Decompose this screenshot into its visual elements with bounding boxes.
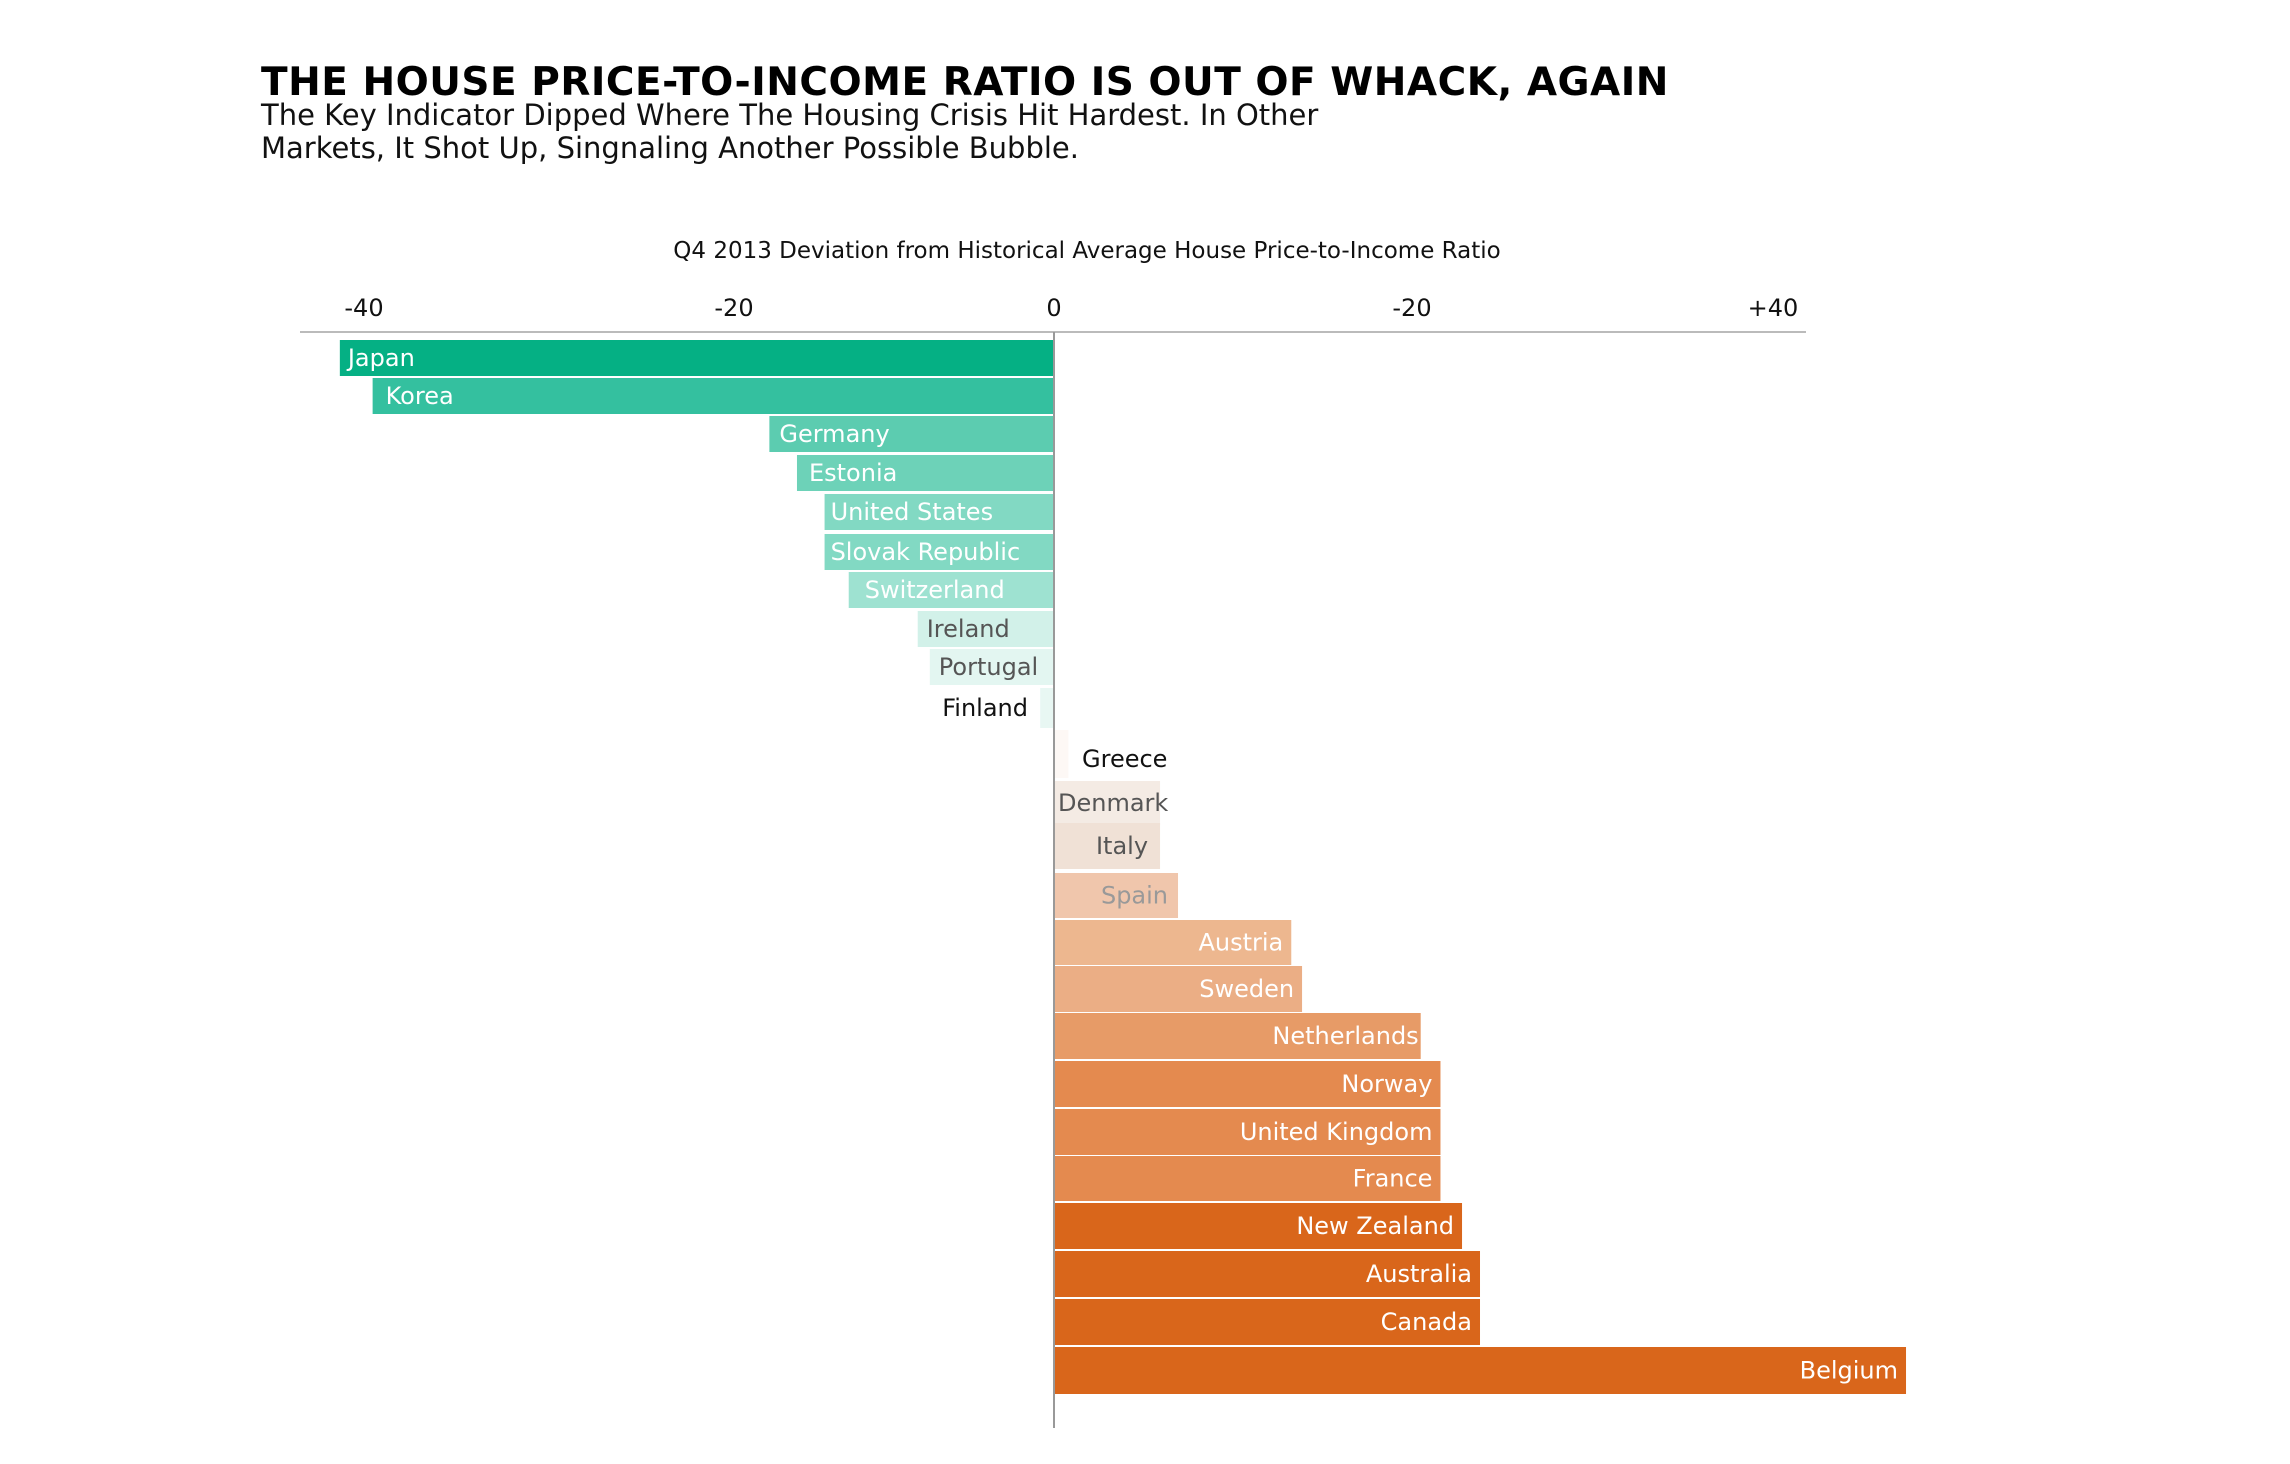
x-tick-label: -40 (344, 294, 383, 322)
bar-label: Switzerland (865, 576, 1005, 604)
bar-norway (1054, 1061, 1441, 1107)
bar-korea (372, 378, 1054, 414)
bar-label: Greece (1082, 745, 1167, 773)
bar-belgium (1054, 1347, 1907, 1394)
bar-label: Spain (1101, 882, 1168, 910)
bar-label: United States (831, 498, 994, 526)
bar-label: Korea (386, 382, 454, 410)
bar-greece (1054, 730, 1069, 778)
chart-title: THE HOUSE PRICE-TO-INCOME RATIO IS OUT O… (261, 60, 1669, 105)
bar-label: Norway (1341, 1070, 1432, 1098)
bar-label: Finland (942, 694, 1028, 722)
x-tick-label: -20 (714, 294, 753, 322)
bar-united-kingdom (1054, 1109, 1441, 1155)
bar-label: Portugal (939, 653, 1038, 681)
bars: Japan Korea Germany Estonia United States Slo… (339, 340, 1907, 1394)
bar-label: Netherlands (1272, 1022, 1418, 1050)
bar-label: Japan (346, 344, 415, 372)
bar-label: Ireland (927, 615, 1010, 643)
bar-united-states (824, 494, 1054, 530)
bar-ireland (917, 611, 1054, 647)
bar-label: Austria (1198, 929, 1283, 957)
bar-label: United Kingdom (1240, 1118, 1433, 1146)
bar-label: Slovak Republic (831, 538, 1021, 566)
bar-label: Australia (1366, 1260, 1472, 1288)
bar-sweden (1054, 966, 1303, 1012)
x-tick-label: +40 (1748, 294, 1799, 322)
bar-label: Denmark (1058, 789, 1168, 817)
bar-japan (339, 340, 1055, 376)
bar-france (1054, 1156, 1441, 1201)
x-axis-ticks: -40 -20 0 -20 +40 (344, 294, 1798, 322)
bar-new-zealand (1054, 1203, 1463, 1249)
bar-spain (1054, 873, 1179, 918)
x-axis-title: Q4 2013 Deviation from Historical Averag… (673, 238, 1500, 264)
bar-label: Canada (1381, 1308, 1472, 1336)
bar-austria (1054, 920, 1292, 965)
bar-denmark (1054, 781, 1161, 825)
bar-label: New Zealand (1296, 1212, 1454, 1240)
bar-estonia (796, 455, 1054, 491)
chart-subtitle: The Key Indicator Dipped Where The Housi… (261, 98, 1319, 165)
bar-canada (1054, 1299, 1481, 1345)
x-tick-label: 0 (1046, 294, 1061, 322)
bar-italy (1054, 823, 1161, 869)
bar-finland (1040, 688, 1054, 728)
bar-portugal (929, 649, 1054, 685)
x-tick-label: -20 (1392, 294, 1431, 322)
bar-germany (769, 416, 1054, 452)
bar-label: France (1353, 1165, 1433, 1193)
bar-netherlands (1054, 1013, 1421, 1059)
bar-australia (1054, 1251, 1481, 1297)
bar-label: Belgium (1800, 1357, 1898, 1385)
bar-label: Estonia (809, 459, 897, 487)
bar-label: Italy (1096, 832, 1148, 860)
bar-slovak-republic (824, 534, 1054, 570)
bar-label: Germany (779, 420, 889, 448)
bar-label: Sweden (1199, 975, 1294, 1003)
bar-switzerland (848, 572, 1054, 608)
